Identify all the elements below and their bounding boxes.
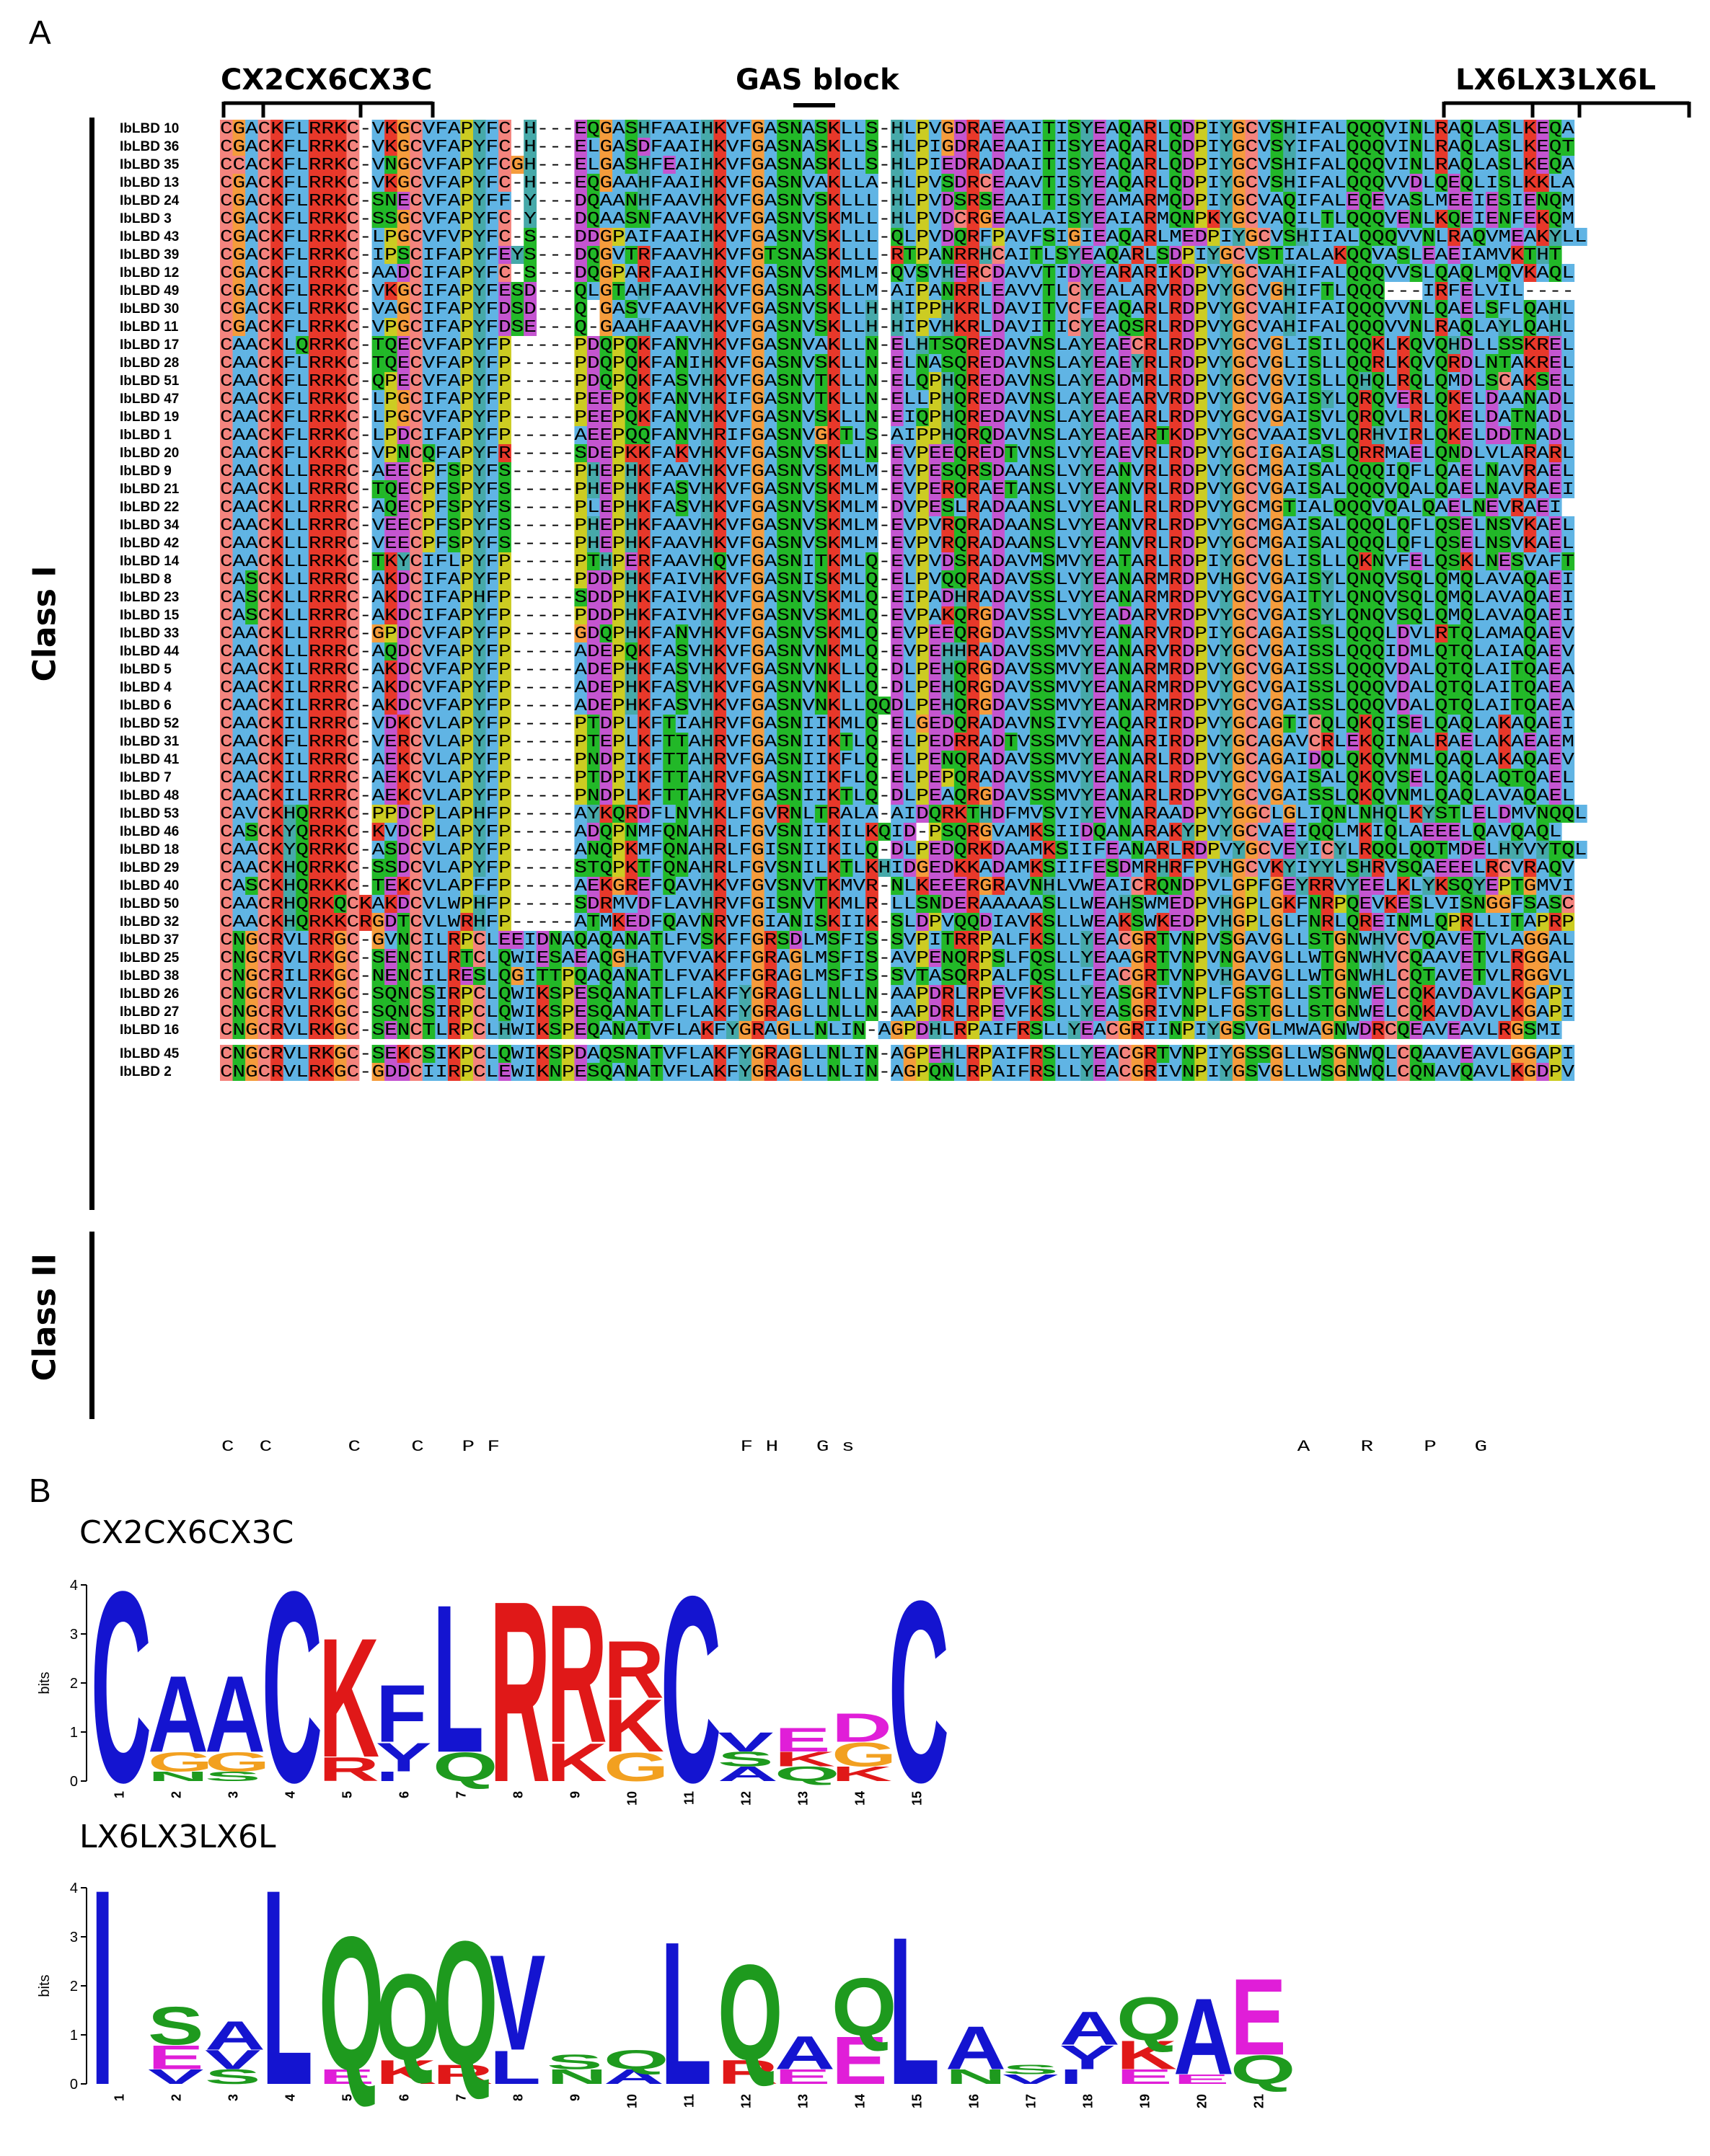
sequence-name: IbLBD 39 [120, 247, 179, 262]
sequence-name: IbLBD 41 [120, 752, 180, 767]
sequence-residues: CGACKFLRRKC-VKGCVFAPYFC-H---ELGASDFAAIHK… [220, 138, 1574, 157]
sequence-name: IbLBD 43 [120, 229, 179, 244]
sequence-name: IbLBD 15 [120, 608, 180, 623]
sequence-name: IbLBD 34 [120, 518, 180, 533]
sequence-name: IbLBD 19 [120, 410, 179, 425]
sequence-residues: CAACKLLRRRC-AEECPFSPYFS-----PHEPHKFAAVHK… [220, 462, 1574, 482]
sequence-name: IbLBD 31 [120, 734, 180, 749]
sequence-residues: CAACKLLRRRC-VEECPFSPYFS-----PHEPHKFAAVHK… [220, 516, 1574, 536]
sequence-residues: CGACKFLRRKC-VKGCVFAPYFC-H---EQGASHFAAIHK… [220, 120, 1575, 139]
sequence-residues: CGACKFLRRKC-VKGCVFAPYFC-H---EQGAAHFAAIHK… [220, 174, 1575, 193]
sequence-residues: CAACKFLRRKC-LPGCIFAPYFP-----PEEPQKFANVHK… [220, 390, 1574, 410]
sequence-name: IbLBD 22 [120, 500, 179, 515]
sequence-residues: CGACKFLRRKC-AADCIFAPYFC-S---DQGPARFAAIHK… [220, 264, 1574, 283]
sequence-name: IbLBD 47 [120, 392, 179, 407]
sequence-residues: CAACKILRRRC-VDKCVLAPYFP-----PTDPLKFTIAHR… [220, 715, 1574, 734]
sequence-name: IbLBD 21 [120, 482, 180, 497]
sequence-name: IbLBD 50 [120, 896, 179, 911]
sequence-residues: CAACKLLRRRC-GPDCVFAPYFP-----GDQPHKFANVHK… [220, 624, 1575, 644]
sequence-name: IbLBD 29 [120, 860, 179, 875]
sequence-residues: CAACKHQRKKCRGDTCVLWRHFP-----ATMKEDFQAVNR… [220, 913, 1574, 932]
sequence-residues: CGACKFLRRKC-VKGCIFAPYFESD---QLGTAHFAAVHK… [220, 282, 1574, 301]
sequence-residues: CAACKFLKRKC-VPNCQFAPYFR-----SDEPKKFAKVHK… [220, 444, 1574, 464]
sequence-name: IbLBD 40 [120, 878, 179, 893]
sequence-name: IbLBD 49 [120, 283, 179, 299]
sequence-residues: CAACKLLRRKC-TKYCIFLPYFP-----PTHPERFAAVHQ… [220, 552, 1574, 572]
sequence-residues: CAACKYQRRKC-ASDCVLAPYFP-----ANQPKMFQNAHR… [220, 841, 1587, 860]
sequence-name: IbLBD 32 [120, 914, 179, 929]
sequence-name: IbLBD 5 [120, 662, 172, 677]
sequence-name: IbLBD 17 [120, 337, 179, 353]
sequence-residues: CAACKILRRRC-AKDCVFAPYFP-----ADEPHKFASVHK… [220, 679, 1575, 698]
sequence-name: IbLBD 4 [120, 680, 172, 695]
sequence-name: IbLBD 18 [120, 842, 179, 857]
sequence-residues: CCACKFLRRKC-VNGCVFAPYFCGH---ELGASHFEAIHK… [220, 156, 1575, 175]
sequence-residues: CAACKLLRRRC-TQECPFSPYFS-----PHEPHKFASVHK… [220, 480, 1574, 500]
sequence-residues: CAACKILRRRC-AEKCVLAPYFP-----PNDPLKFTTAHR… [220, 787, 1574, 806]
sequence-name: IbLBD 25 [120, 950, 180, 966]
sequence-name: IbLBD 20 [120, 446, 179, 461]
sequence-name: IbLBD 44 [120, 644, 180, 659]
sequence-residues: CGACKFLRRKC-VAGCIFAPYFDSD---Q-GASVFAAVHK… [220, 300, 1574, 319]
sequence-residues: CNGCRVLRRGC-GVNCILRPCLEEIDNAQAQANATLFVSK… [220, 931, 1574, 950]
sequence-name: IbLBD 8 [120, 572, 172, 587]
sequence-name: IbLBD 30 [120, 301, 179, 317]
sequence-name: IbLBD 53 [120, 806, 179, 821]
sequence-name: IbLBD 28 [120, 355, 179, 371]
sequence-name: IbLBD 13 [120, 175, 179, 190]
sequence-name: IbLBD 14 [120, 554, 180, 569]
sequence-residues: CAACKLLRRRC-AQECPFSPYFS-----PLEPHKFASVHK… [220, 498, 1561, 518]
sequence-residues: CASCKYQRRKC-KVDCPLAPYFP-----ADQPNMFQNAHR… [220, 823, 1561, 842]
sequence-alignment: IbLBD 10 CGACKFLRRKC-VKGCVFAPYFC-H---EQGA… [0, 0, 1710, 1478]
sequence-residues: CAACKFLRRKC-QPECVFAPYFP-----PDQPQKFASVHK… [220, 372, 1574, 392]
sequence-residues: CAACKILRRRC-AKDCVFAPYFP-----ADEPHKFASVHK… [220, 661, 1575, 680]
sequence-residues: CAACKLQRRKC-TQECVFAPYFP-----PDQPQKFANVHK… [220, 336, 1574, 355]
sequence-name: IbLBD 7 [120, 770, 172, 785]
sequence-name: IbLBD 24 [120, 193, 180, 208]
sequence-name: IbLBD 37 [120, 932, 179, 947]
sequence-name: IbLBD 1 [120, 428, 172, 443]
sequence-residues: CAACKLLRRRC-AQDCVFAPYFP-----ADEPQKFASVHK… [220, 642, 1575, 662]
sequence-residues: CNGCRILRKGC-NENCILRESLQGITTPQAQANATLFVAK… [220, 967, 1574, 986]
sequence-name: IbLBD 23 [120, 590, 179, 605]
sequence-residues: CASCKHQRKKC-TEKCVLAPFFP-----AEKGREFQAVHK… [220, 877, 1574, 896]
sequence-name: IbLBD 51 [120, 374, 180, 389]
sequence-residues: CAACKILRRRC-AEKCVLAPYFP-----PTDPIKFTTAHR… [220, 769, 1574, 788]
sequence-residues: CAACRHQRKQCKAKDCVLWPHFP-----SDRMVDFLAVHR… [220, 895, 1574, 914]
sequence-residues: CAACKILRRRC-AEKCVLAPYFP-----PNDPIKFTTAHR… [220, 751, 1575, 770]
sequence-residues: CGACKFLRRKC-LPGCVFVPYFC-S---DDGPAIFAAIHK… [220, 228, 1587, 247]
sequence-name: IbLBD 3 [120, 211, 172, 226]
sequence-residues: CGACKFLRRKC-VPGCIFAPYFDSE---Q-GAAHFAAVHK… [220, 318, 1574, 337]
sequence-name: IbLBD 46 [120, 824, 179, 839]
sequence-residues: CAACKFLRRRC-VERCVLAPYFP-----PTEPLKFTTAHR… [220, 733, 1574, 752]
sequence-residues: CNGCRVLRKGC-SENCILRTCLQWIESAEAQGHATVFVAK… [220, 949, 1574, 968]
sequence-residues: CAACKLLRRRC-VEECPFSPYFS-----PHEPHKFAAVHK… [220, 534, 1574, 554]
sequence-residues: CGACKFLRRKC-SNECVFAPYFF-Y---DQAANHFAAVHK… [220, 192, 1574, 211]
sequence-residues: CAVCKHQRRKC-PPDCPLAPHFP-----AYKQRDFLNVHK… [220, 805, 1587, 824]
sequence-name: IbLBD 35 [120, 157, 180, 172]
sequence-residues: CASCKLLRRRC-AKDCIFAPHFP-----SDDPHKFAIVHK… [220, 588, 1574, 608]
sequence-name: IbLBD 48 [120, 788, 179, 803]
sequence-residues: CAACKILRRRC-AKDCVFAPYFP-----ADEPHKFASVHK… [220, 697, 1575, 716]
sequence-residues: CGACKFLRRKC-SSGCVFAPYFC-Y---DQAASNFAAVHK… [220, 210, 1574, 229]
sequence-residues: CAACKHQRRKC-SSDCVLAPYFP-----STQPKTFQNAHR… [220, 859, 1575, 878]
sequence-name: IbLBD 11 [120, 319, 179, 335]
sequence-name: IbLBD 9 [120, 464, 172, 479]
sequence-name: IbLBD 33 [120, 626, 179, 641]
sequence-residues: CAACKFLRRKC-TQECVFAPYFP-----PDQPQKFANIHK… [220, 354, 1574, 374]
sequence-residues: CASCKLLRRRC-AKDCIFAPYFP-----PDDPHKFAIVHK… [220, 570, 1574, 590]
sequence-residues: CASCKLLRRRC-AKDCIFAPYFP-----PDDPHKFAIVHK… [220, 606, 1574, 626]
sequence-name: IbLBD 52 [120, 716, 179, 731]
sequence-name: IbLBD 12 [120, 265, 179, 280]
sequence-name: IbLBD 42 [120, 536, 179, 551]
sequence-residues: CGACKFLRRKC-IPSCIFAPYFEYS---DQGVTRFAAVHK… [220, 246, 1561, 265]
sequence-name: IbLBD 10 [120, 121, 179, 136]
sequence-residues: CAACKFLRRKC-LPGCVFAPYFP-----PEEPQKFANVHK… [220, 408, 1574, 428]
sequence-residues: CAACKFLRRKC-LPDCIFAPYFP-----AEEPQQFANVHR… [220, 426, 1574, 446]
sequence-name: IbLBD 36 [120, 139, 179, 154]
sequence-name: IbLBD 38 [120, 968, 179, 984]
sequence-name: IbLBD 26 [120, 986, 179, 1002]
sequence-name: IbLBD 6 [120, 698, 172, 713]
